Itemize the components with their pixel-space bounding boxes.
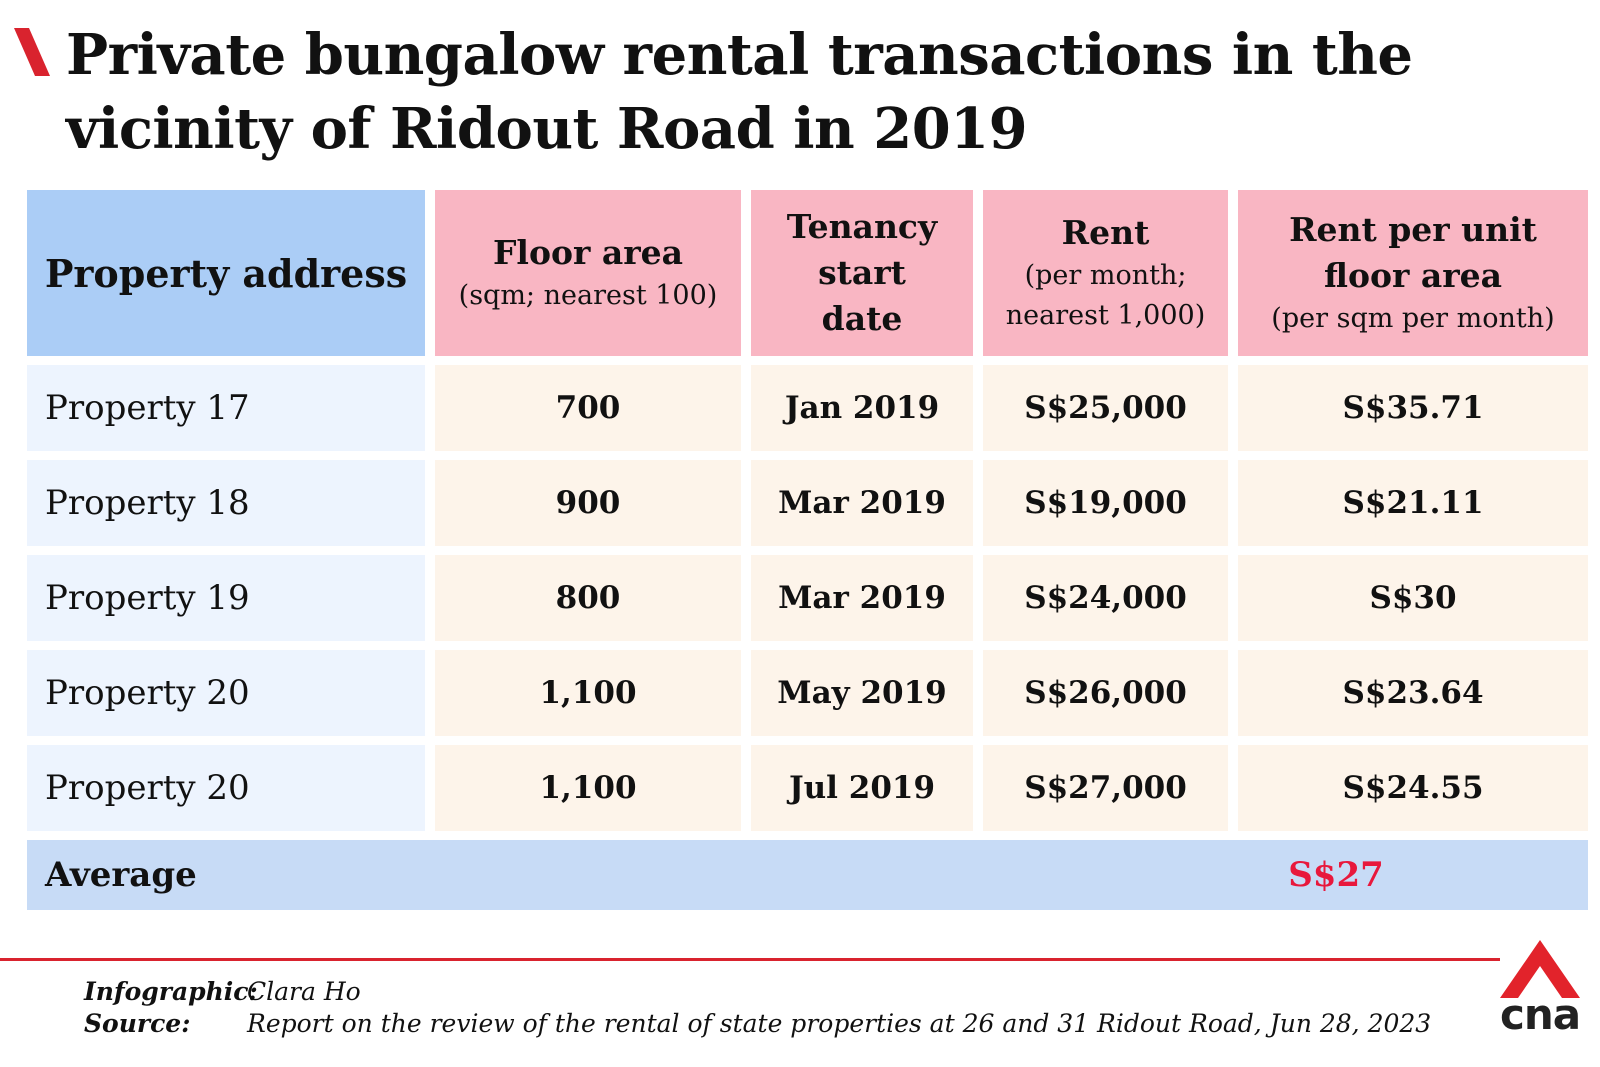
average-value: S$27	[1288, 855, 1384, 895]
credits: Infographic: Clara Ho Source: Report on …	[84, 976, 1431, 1040]
header-label: Rent	[1061, 213, 1150, 252]
logo-text: cna	[1500, 990, 1581, 1039]
header-sublabel: (sqm; nearest 100)	[458, 280, 718, 311]
credit-label: Source:	[84, 1009, 191, 1038]
title-accent-mark	[14, 28, 50, 76]
table-cell-address: Property 19	[27, 555, 425, 641]
header-sublabel: (per sqm per month)	[1271, 303, 1555, 334]
header-sublabel: (per month; nearest 1,000)	[1005, 260, 1206, 331]
table-cell-start-date: Jul 2019	[751, 745, 973, 831]
table-cell-floor-area: 900	[435, 460, 741, 546]
header-floor-area: Floor area (sqm; nearest 100)	[435, 190, 741, 356]
credit-value: Report on the review of the rental of st…	[247, 1009, 1432, 1038]
header-rent-per-unit: Rent per unit floor area (per sqm per mo…	[1238, 190, 1588, 356]
average-label: Average	[45, 855, 197, 895]
table-cell-rent-per-unit: S$30	[1238, 555, 1588, 641]
table-cell-address: Property 17	[27, 365, 425, 451]
table-cell-rent-per-unit: S$35.71	[1238, 365, 1588, 451]
header-property-address: Property address	[27, 190, 425, 356]
table-cell-floor-area: 800	[435, 555, 741, 641]
table-cell-rent: S$19,000	[983, 460, 1228, 546]
table-cell-start-date: Jan 2019	[751, 365, 973, 451]
footer-divider	[0, 958, 1500, 961]
table-cell-rent: S$25,000	[983, 365, 1228, 451]
table-cell-rent: S$24,000	[983, 555, 1228, 641]
header-tenancy-start-date: Tenancy start date	[751, 190, 973, 356]
table-cell-start-date: Mar 2019	[751, 460, 973, 546]
credit-infographic: Infographic: Clara Ho	[84, 976, 1431, 1008]
header-rent: Rent (per month; nearest 1,000)	[983, 190, 1228, 356]
credit-label: Infographic:	[84, 977, 258, 1006]
table-cell-floor-area: 1,100	[435, 745, 741, 831]
average-row: Average S$27	[27, 840, 1588, 910]
table-cell-address: Property 20	[27, 650, 425, 736]
table-cell-floor-area: 700	[435, 365, 741, 451]
credit-value: Clara Ho	[247, 977, 361, 1006]
table-cell-rent-per-unit: S$23.64	[1238, 650, 1588, 736]
table-cell-rent: S$27,000	[983, 745, 1228, 831]
rental-table: Property address Floor area (sqm; neares…	[27, 190, 1588, 910]
table-cell-rent-per-unit: S$21.11	[1238, 460, 1588, 546]
header-label: Tenancy start date	[786, 207, 938, 338]
header-label: Floor area	[492, 233, 683, 272]
cna-logo-icon	[1500, 940, 1580, 998]
table-cell-address: Property 20	[27, 745, 425, 831]
infographic-title: Private bungalow rental transactions in …	[66, 22, 1413, 162]
credit-source: Source: Report on the review of the rent…	[84, 1008, 1431, 1040]
table-cell-rent: S$26,000	[983, 650, 1228, 736]
table-cell-floor-area: 1,100	[435, 650, 741, 736]
header-label: Property address	[44, 250, 408, 296]
table-cell-start-date: May 2019	[751, 650, 973, 736]
table-cell-address: Property 18	[27, 460, 425, 546]
table-cell-start-date: Mar 2019	[751, 555, 973, 641]
table-cell-rent-per-unit: S$24.55	[1238, 745, 1588, 831]
header-label: Rent per unit floor area	[1289, 210, 1537, 295]
